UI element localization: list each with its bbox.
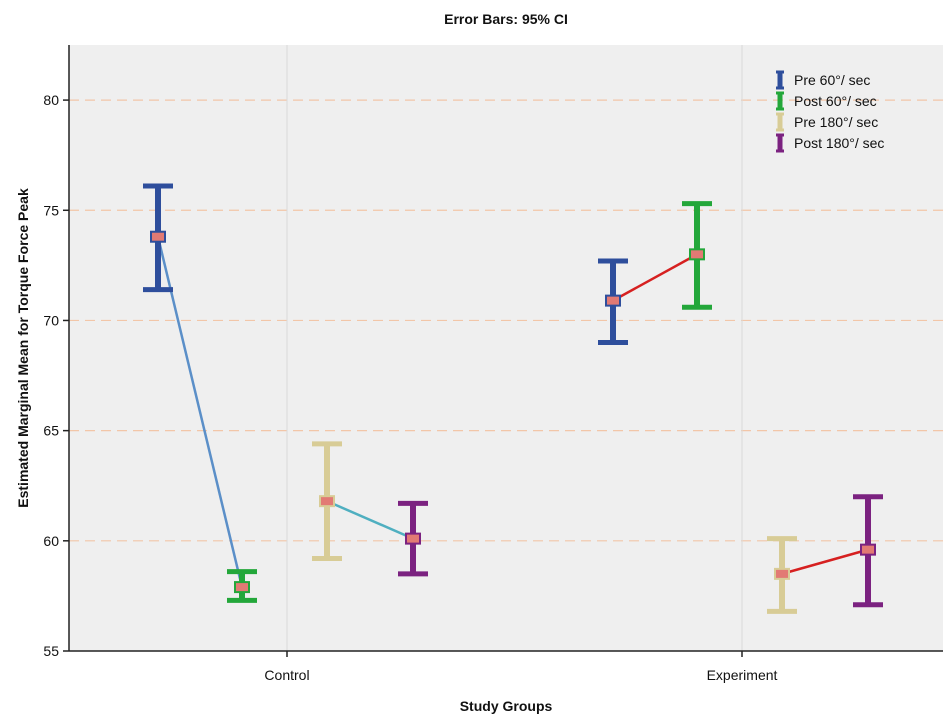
- mean-marker: [605, 294, 621, 307]
- error-bar-post-60-sec-experiment: [682, 201, 712, 310]
- mean-marker: [234, 581, 250, 594]
- y-tick-label-60: 60: [43, 533, 59, 549]
- mean-marker: [150, 230, 166, 243]
- legend-item-pre-60-sec: Pre 60°/ sec: [776, 70, 870, 90]
- axis-layer: 55 60 65 70 75 80 Control Experiment: [43, 45, 943, 683]
- error-bar-pre-180-sec-experiment: [767, 536, 797, 614]
- legend-label: Pre 180°/ sec: [794, 114, 878, 130]
- y-axis-label: Estimated Marginal Mean for Torque Force…: [15, 188, 31, 508]
- y-tick-label-70: 70: [43, 312, 59, 328]
- grid-layer: [69, 45, 943, 651]
- chart-title: Error Bars: 95% CI: [444, 11, 568, 27]
- error-bar-post-60-sec-control: [227, 569, 257, 603]
- connector-line-experiment-3: [781, 548, 869, 576]
- error-bar-post-180-sec-experiment: [853, 494, 883, 608]
- y-tick-label-80: 80: [43, 92, 59, 108]
- legend-label: Post 180°/ sec: [794, 135, 884, 151]
- y-tick-label-75: 75: [43, 202, 59, 218]
- connector-layer: [156, 236, 869, 588]
- y-tick-label-55: 55: [43, 643, 59, 659]
- plot-background: [69, 45, 943, 651]
- mean-marker: [319, 495, 335, 508]
- mean-marker: [774, 567, 790, 580]
- x-axis-label: Study Groups: [460, 698, 553, 714]
- mean-marker: [689, 248, 705, 261]
- mean-marker: [860, 543, 876, 556]
- legend-label: Pre 60°/ sec: [794, 72, 870, 88]
- x-tick-label-control: Control: [264, 667, 309, 683]
- error-bar-pre-60-sec-control: [143, 183, 173, 293]
- error-bar-layer: [143, 183, 883, 614]
- y-tick-label-65: 65: [43, 423, 59, 439]
- legend-item-post-60-sec: Post 60°/ sec: [776, 91, 877, 111]
- connector-line-control-1: [326, 500, 414, 540]
- error-bar-pre-60-sec-experiment: [598, 258, 628, 345]
- legend-label: Post 60°/ sec: [794, 93, 877, 109]
- legend-item-pre-180-sec: Pre 180°/ sec: [776, 112, 878, 132]
- legend: Pre 60°/ sec Post 60°/ sec Pre 180°/ sec Po…: [776, 70, 884, 153]
- legend-item-post-180-sec: Post 180°/ sec: [776, 133, 884, 153]
- connector-line-control-0: [156, 236, 244, 588]
- x-tick-label-experiment: Experiment: [707, 667, 778, 683]
- error-bar-post-180-sec-control: [398, 500, 428, 577]
- mean-marker: [405, 532, 421, 545]
- connector-line-experiment-2: [612, 253, 698, 302]
- error-bar-pre-180-sec-control: [312, 441, 342, 561]
